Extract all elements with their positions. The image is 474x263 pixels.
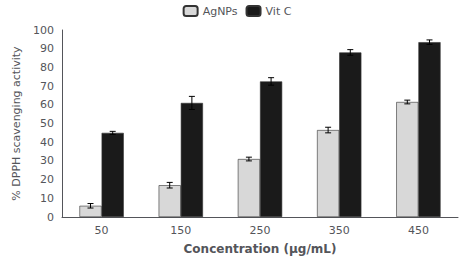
svg-text:250: 250 <box>250 224 271 237</box>
svg-text:40: 40 <box>40 136 54 149</box>
svg-text:150: 150 <box>170 224 191 237</box>
svg-text:100: 100 <box>33 24 54 37</box>
svg-text:Concentration (μg/mL): Concentration (μg/mL) <box>184 242 337 256</box>
svg-text:350: 350 <box>329 224 350 237</box>
svg-text:50: 50 <box>95 224 109 237</box>
svg-text:10: 10 <box>40 192 54 205</box>
svg-text:70: 70 <box>40 80 54 93</box>
svg-text:50: 50 <box>40 117 54 130</box>
svg-text:% DPPH scavenging activity: % DPPH scavenging activity <box>10 46 23 201</box>
svg-text:60: 60 <box>40 98 54 111</box>
svg-text:Vit C: Vit C <box>266 5 292 18</box>
svg-text:20: 20 <box>40 173 54 186</box>
svg-text:AgNPs: AgNPs <box>203 5 238 18</box>
svg-text:30: 30 <box>40 154 54 167</box>
svg-text:90: 90 <box>40 42 54 55</box>
svg-text:450: 450 <box>408 224 429 237</box>
svg-text:80: 80 <box>40 61 54 74</box>
svg-text:0: 0 <box>47 211 54 224</box>
